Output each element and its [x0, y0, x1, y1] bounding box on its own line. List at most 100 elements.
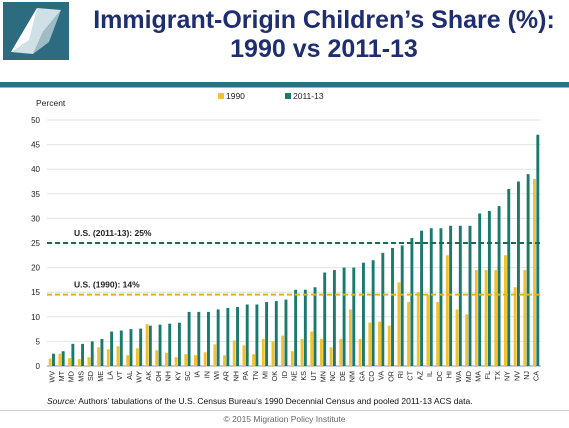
y-tick-label: 0 — [36, 362, 41, 371]
bar — [487, 211, 491, 366]
bar — [332, 270, 336, 366]
bar — [313, 287, 317, 366]
bar — [52, 353, 55, 366]
legend-swatch — [218, 93, 224, 99]
bar — [242, 345, 246, 366]
y-tick-label: 30 — [31, 214, 40, 223]
bar — [310, 331, 314, 366]
bar — [400, 245, 404, 366]
y-tick-label: 50 — [31, 116, 40, 125]
x-tick-label: NV — [512, 371, 521, 381]
bar — [236, 306, 239, 366]
bar — [407, 302, 411, 366]
bar — [474, 270, 478, 366]
x-tick-label: OK — [270, 371, 279, 382]
bar — [284, 299, 288, 366]
x-tick-label: NY — [503, 371, 512, 381]
bar — [232, 340, 236, 366]
x-tick-label: MT — [57, 370, 66, 381]
bar — [148, 325, 152, 366]
x-tick-label: AL — [125, 371, 134, 380]
x-tick-label: VA — [377, 371, 386, 380]
bar — [274, 301, 278, 366]
bar — [319, 338, 323, 366]
bar — [368, 322, 372, 366]
bar — [445, 255, 449, 366]
x-tick-label: WV — [47, 371, 56, 383]
bar — [281, 335, 285, 366]
bar — [533, 179, 536, 366]
bar — [68, 358, 72, 366]
bar — [213, 344, 217, 366]
legend-swatch — [285, 93, 291, 99]
bar — [494, 270, 498, 366]
bar — [536, 134, 540, 366]
x-tick-label: SD — [86, 371, 95, 381]
legend-label: 2011-13 — [293, 91, 324, 101]
bar — [58, 353, 62, 366]
bar — [516, 181, 520, 366]
bar — [119, 330, 123, 366]
x-tick-label: DE — [338, 371, 347, 381]
bar — [245, 304, 249, 366]
y-tick-label: 15 — [31, 288, 40, 297]
x-tick-label: SC — [183, 371, 192, 381]
bar — [184, 354, 188, 366]
x-tick-label: CA — [532, 371, 541, 381]
x-tick-label: TN — [251, 371, 260, 381]
bar — [116, 346, 120, 366]
mpi-logo — [3, 2, 69, 60]
x-tick-label: OR — [386, 371, 395, 382]
x-tick-label: MN — [319, 371, 328, 382]
bar — [48, 358, 52, 366]
bar — [177, 322, 181, 366]
bar — [416, 292, 420, 366]
x-tick-label: DC — [435, 371, 444, 381]
bar — [81, 343, 85, 366]
bar — [391, 247, 394, 366]
y-tick-label: 35 — [31, 190, 40, 199]
x-tick-label: WI — [212, 371, 221, 380]
bar — [378, 321, 381, 366]
x-tick-label: RI — [396, 371, 405, 378]
x-tick-label: AK — [144, 371, 153, 381]
bar — [381, 252, 385, 366]
bar — [358, 338, 362, 366]
x-tick-label: ME — [96, 371, 105, 382]
header-divider-light — [0, 87, 569, 88]
x-tick-label: OH — [154, 371, 163, 382]
bar — [420, 230, 424, 366]
bar — [110, 331, 114, 366]
bar — [523, 270, 527, 366]
x-tick-label: KY — [173, 371, 182, 381]
x-tick-label: NE — [290, 371, 299, 381]
bar — [484, 270, 488, 366]
bar — [194, 355, 197, 366]
bar — [503, 255, 507, 366]
y-axis-label: Percent — [36, 98, 66, 108]
bar — [129, 329, 133, 366]
source-note: Source: Authors’ tabulations of the U.S.… — [47, 396, 473, 406]
bar — [265, 302, 269, 366]
x-tick-label: KS — [299, 371, 308, 381]
source-prefix: Source: — [47, 396, 77, 406]
bar — [468, 225, 472, 366]
bar-chart: 0 5 10 15 20 25 30 35 40 45 50 Percent 1990 2011-13 WV… — [31, 91, 541, 383]
bar — [174, 357, 178, 366]
header-divider — [0, 82, 569, 87]
bar — [252, 354, 256, 366]
x-tick-label: ID — [280, 371, 289, 378]
bar — [97, 347, 101, 366]
bar — [465, 314, 469, 366]
bar — [226, 307, 230, 366]
bar — [145, 324, 149, 366]
bar — [223, 355, 226, 366]
bar — [164, 352, 168, 366]
bar — [439, 228, 443, 366]
bar — [478, 213, 482, 366]
bar — [362, 262, 365, 366]
bar — [436, 302, 440, 366]
bar — [87, 357, 91, 366]
bar — [106, 349, 110, 366]
bar — [294, 289, 298, 366]
